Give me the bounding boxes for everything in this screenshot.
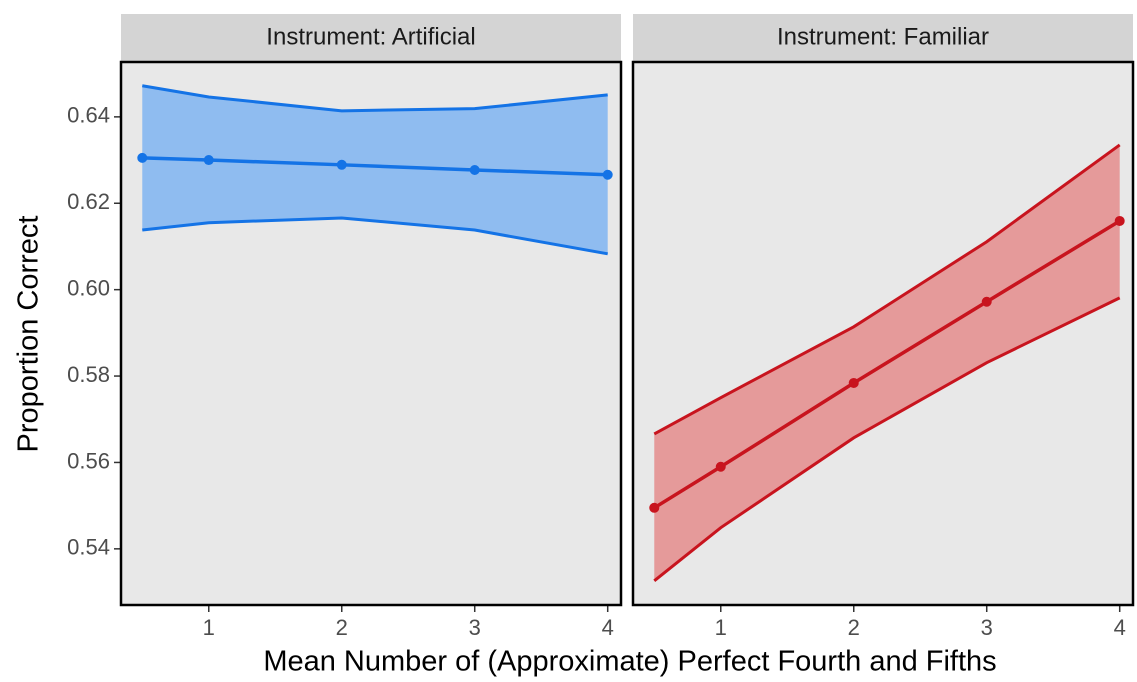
band-edge — [142, 216, 608, 256]
point — [203, 155, 214, 166]
point — [715, 461, 726, 472]
point — [649, 502, 660, 513]
y-tick-label: 0.58 — [67, 362, 110, 387]
x-tick-label: 1 — [203, 615, 215, 640]
panel-title: Instrument: Familiar — [777, 23, 989, 50]
panel-title: Instrument: Artificial — [266, 23, 475, 50]
y-tick-label: 0.64 — [67, 103, 110, 128]
x-tick-label: 2 — [336, 615, 348, 640]
point — [137, 152, 148, 163]
strip — [633, 14, 1133, 61]
band-edge — [653, 296, 1121, 582]
point — [848, 377, 859, 388]
strip — [121, 14, 621, 61]
x-tick-label: 4 — [602, 615, 614, 640]
y-axis-title: Proportion Correct — [13, 216, 45, 453]
x-tick-label: 3 — [981, 615, 993, 640]
point — [469, 164, 480, 175]
x-tick-label: 3 — [469, 615, 481, 640]
y-tick-label: 0.54 — [67, 535, 110, 560]
point — [602, 169, 613, 180]
x-tick-label: 1 — [715, 615, 727, 640]
band-edge — [142, 84, 608, 113]
panel-border — [631, 60, 1135, 607]
point — [981, 296, 992, 307]
y-tick-label: 0.62 — [67, 189, 110, 214]
point — [1114, 215, 1125, 226]
point — [336, 159, 347, 170]
confidence-band — [142, 85, 608, 254]
x-axis-title: Mean Number of (Approximate) Perfect Fou… — [263, 646, 996, 678]
band-edge — [653, 143, 1121, 436]
x-tick-label: 2 — [848, 615, 860, 640]
y-tick-label: 0.56 — [67, 448, 110, 473]
x-tick-label: 4 — [1114, 615, 1126, 640]
y-tick-label: 0.60 — [67, 275, 110, 300]
panel-border — [119, 60, 623, 607]
